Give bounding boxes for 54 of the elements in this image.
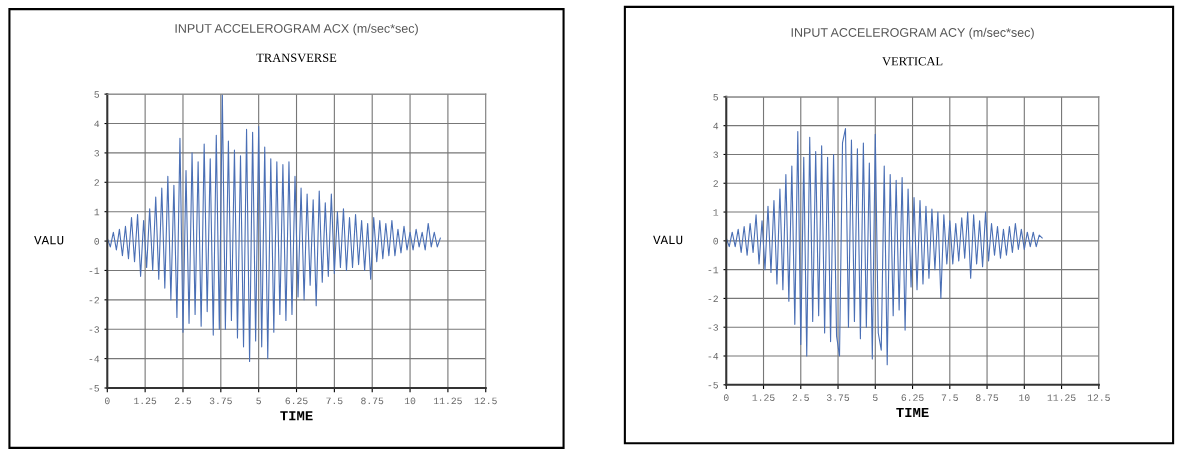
- x-tick-label: 12.5: [474, 397, 497, 405]
- x-tick-label: 10: [1019, 394, 1030, 401]
- y-tick-label: 3: [94, 149, 100, 157]
- y-tick-label: -3: [89, 326, 100, 333]
- y-tick-label: 0: [713, 237, 719, 245]
- y-tick-label: -2: [89, 296, 99, 304]
- y-tick-label: 5: [94, 91, 100, 98]
- y-tick-label: -1: [89, 267, 100, 274]
- x-tick-label: 1.25: [752, 394, 775, 401]
- x-tick-label: 5: [256, 397, 261, 405]
- x-tick-label: 7.5: [326, 397, 343, 405]
- y-tick-label: 1: [713, 209, 719, 216]
- x-tick-label: 3.75: [209, 397, 232, 405]
- x-tick-label: 2.5: [792, 394, 809, 401]
- x-tick-label: 11.25: [1047, 394, 1076, 401]
- x-axis-title: TIME: [896, 407, 929, 418]
- y-tick-label: 5: [713, 94, 719, 101]
- x-tick-label: 0: [104, 397, 110, 405]
- chart-title: INPUT ACCELEROGRAM ACY (m/sec*sec): [791, 27, 1034, 40]
- x-tick-label: 6.25: [285, 397, 308, 405]
- y-tick-label: 0: [94, 238, 100, 245]
- chart-title: INPUT ACCELEROGRAM ACX (m/sec*sec): [175, 23, 418, 36]
- y-axis-title: VALU: [653, 235, 683, 245]
- chart-subtitle: TRANSVERSE: [256, 53, 337, 63]
- x-tick-label: 8.75: [976, 394, 999, 401]
- x-tick-label: 5: [872, 394, 878, 401]
- y-tick-label: -4: [89, 355, 100, 363]
- y-tick-label: -3: [708, 324, 719, 331]
- x-tick-label: 1.25: [134, 397, 157, 405]
- y-axis-title: VALU: [34, 236, 64, 245]
- y-tick-label: -5: [89, 385, 100, 392]
- x-tick-label: 11.25: [434, 397, 462, 405]
- y-tick-label: 2: [94, 179, 99, 186]
- chart-subtitle: VERTICAL: [882, 57, 943, 66]
- y-tick-label: 2: [713, 180, 718, 187]
- line-series: [726, 127, 1043, 366]
- y-tick-label: -1: [708, 266, 719, 274]
- x-tick-label: 12.5: [1087, 394, 1110, 401]
- line-series: [107, 94, 441, 363]
- x-axis-title: TIME: [280, 411, 313, 421]
- x-tick-label: 0: [723, 394, 729, 401]
- y-tick-label: 1: [94, 208, 100, 216]
- y-tick-label: -4: [708, 353, 719, 360]
- x-tick-label: 2.5: [174, 397, 192, 405]
- x-tick-label: 10: [404, 397, 416, 405]
- x-tick-label: 6.25: [901, 394, 924, 401]
- x-tick-label: 3.75: [826, 394, 850, 401]
- y-tick-label: -5: [708, 381, 719, 389]
- y-tick-label: -2: [708, 295, 718, 302]
- y-tick-label: 4: [94, 120, 100, 128]
- x-tick-label: 7.5: [941, 394, 958, 401]
- y-tick-label: 3: [713, 151, 719, 159]
- x-tick-label: 8.75: [361, 397, 384, 405]
- y-tick-label: 4: [713, 122, 719, 130]
